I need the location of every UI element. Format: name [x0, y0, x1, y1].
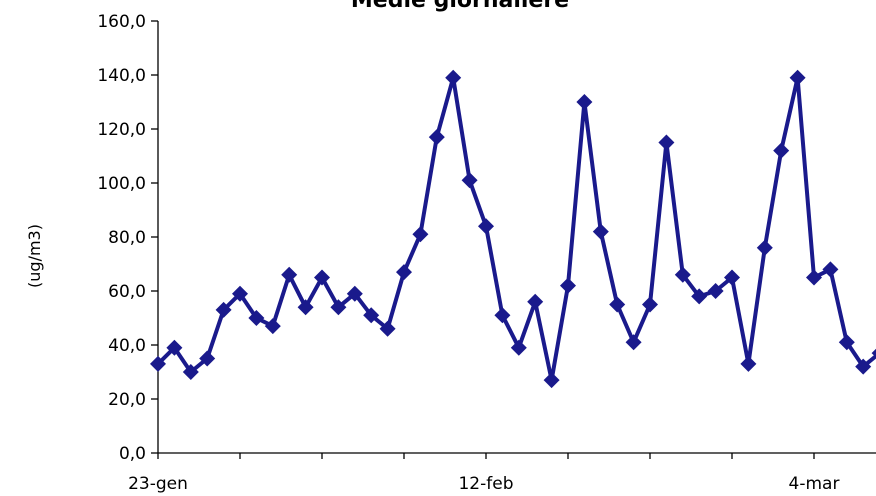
data-point-marker [543, 372, 560, 389]
data-point-marker [773, 142, 790, 159]
data-point-marker [871, 348, 876, 358]
data-point-marker [215, 301, 232, 318]
data-point-marker [346, 285, 363, 302]
y-tick-label: 40,0 [108, 336, 146, 356]
x-tick-label: 4-mar [789, 474, 840, 494]
y-tick-label: 120,0 [97, 120, 146, 140]
y-tick-label: 0,0 [119, 444, 146, 464]
y-axis-title: (ug/m3) [25, 224, 44, 288]
data-point-marker [232, 285, 248, 302]
data-point-marker [412, 226, 429, 243]
data-point-marker [396, 264, 412, 281]
data-point-marker [674, 266, 691, 283]
data-point-marker [445, 69, 462, 86]
data-point-marker [576, 94, 593, 110]
data-point-marker [609, 296, 626, 313]
data-point-marker [592, 223, 609, 240]
data-point-marker [314, 269, 330, 286]
data-point-marker [838, 334, 855, 351]
data-point-marker [510, 339, 527, 356]
data-point-marker [379, 320, 396, 337]
data-point-marker [478, 218, 494, 235]
data-point-marker [822, 261, 839, 278]
data-point-marker [461, 172, 478, 189]
data-point-marker [625, 334, 642, 351]
chart-title: Medie giornaliere [351, 0, 569, 13]
data-point-marker [199, 350, 216, 367]
data-point-marker [166, 339, 183, 356]
data-point-marker [756, 239, 773, 256]
data-point-marker [642, 296, 658, 313]
data-point-marker [428, 129, 445, 146]
data-point-marker [150, 355, 166, 372]
axes [151, 20, 876, 459]
data-point-marker [724, 269, 740, 286]
data-point-marker [264, 318, 281, 335]
series-group [150, 69, 876, 389]
data-point-marker [691, 288, 708, 305]
y-tick-label: 140,0 [97, 66, 146, 86]
data-point-marker [281, 266, 298, 283]
y-tick-label: 80,0 [108, 228, 146, 248]
data-point-marker [494, 307, 511, 324]
data-point-marker [806, 269, 822, 286]
y-tick-labels: 0,0 20,0 40,0 60,0 80,0 100,0 120,0 140,0 160,0 [97, 12, 146, 464]
y-tick-label: 60,0 [108, 282, 146, 302]
data-point-marker [740, 355, 757, 372]
data-point-marker [560, 277, 576, 294]
data-point-marker [248, 310, 265, 326]
data-point-marker [789, 69, 806, 86]
x-tick-label: 23-gen [128, 474, 188, 494]
data-point-marker [658, 134, 675, 151]
y-tick-label: 160,0 [97, 12, 146, 32]
data-point-marker [527, 293, 544, 310]
data-point-marker [707, 283, 724, 299]
y-tick-label: 100,0 [97, 174, 146, 194]
data-point-marker [855, 358, 872, 375]
y-tick-label: 20,0 [108, 390, 146, 410]
data-point-marker [182, 364, 199, 380]
data-point-marker [297, 299, 314, 316]
data-point-marker [330, 299, 347, 316]
x-tick-label: 12-feb [458, 474, 513, 494]
series-line [156, 75, 876, 383]
data-point-marker [363, 307, 380, 324]
